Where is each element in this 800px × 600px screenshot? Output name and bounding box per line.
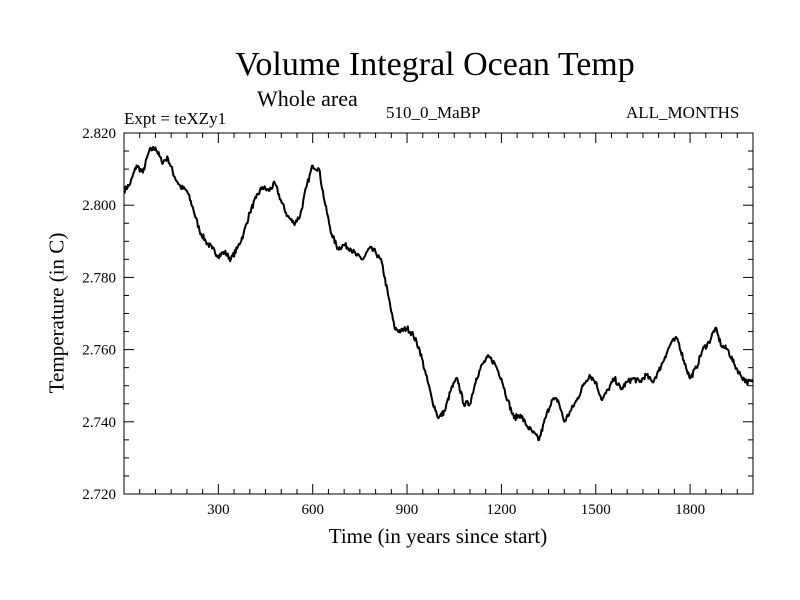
tick-labels: 300 600 900 1200 1500 1800 2.720 2.740 2.760 2.78… [82, 126, 705, 518]
chart-subtitle: Whole area [257, 86, 358, 111]
case-label: 510_0_MaBP [386, 103, 481, 122]
chart-title: Volume Integral Ocean Temp [235, 46, 635, 83]
x-tick-label: 1500 [581, 502, 611, 518]
experiment-label: Expt = teXZy1 [124, 109, 227, 128]
x-tick-label: 900 [396, 502, 419, 518]
y-tick-label: 2.740 [82, 415, 116, 431]
axis-ticks [124, 133, 753, 494]
x-tick-label: 1800 [675, 502, 705, 518]
x-axis-label: Time (in years since start) [328, 524, 548, 548]
y-tick-label: 2.820 [82, 126, 116, 142]
x-tick-label: 300 [207, 502, 230, 518]
temperature-series-line [123, 145, 754, 442]
y-tick-label: 2.780 [82, 270, 116, 286]
y-tick-label: 2.720 [82, 487, 116, 503]
x-tick-label: 1200 [486, 502, 516, 518]
y-tick-label: 2.760 [82, 343, 116, 359]
x-tick-label: 600 [301, 502, 324, 518]
months-label: ALL_MONTHS [626, 103, 740, 122]
plot-frame [123, 132, 754, 495]
y-tick-label: 2.800 [82, 198, 116, 214]
